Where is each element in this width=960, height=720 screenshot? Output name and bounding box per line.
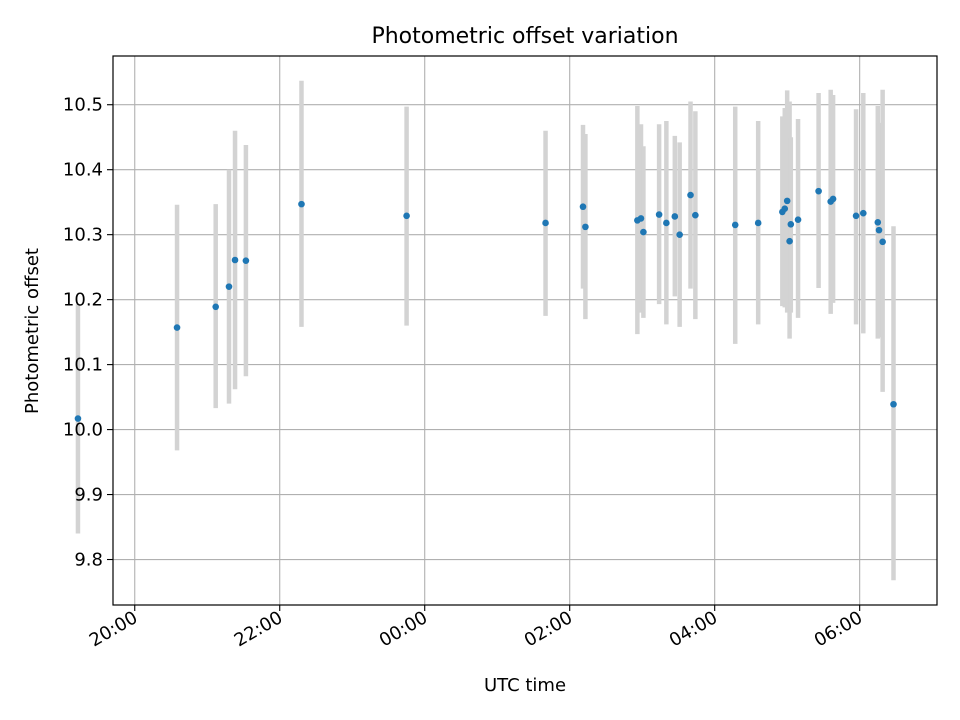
data-point bbox=[663, 219, 670, 227]
data-point bbox=[874, 219, 882, 226]
y-axis-ticks: 9.8 9.9 10.0 10.1 10.2 10.3 10.4 10.5 bbox=[63, 95, 113, 571]
data-point bbox=[754, 219, 762, 227]
data-point bbox=[74, 415, 82, 422]
data-point bbox=[582, 223, 589, 231]
y-tick-label: 10.0 bbox=[63, 420, 103, 441]
data-point bbox=[225, 283, 233, 290]
y-tick-label: 10.1 bbox=[63, 355, 103, 376]
data-point bbox=[787, 220, 795, 228]
y-tick-label: 9.8 bbox=[74, 550, 103, 571]
data-points bbox=[74, 187, 897, 422]
data-point bbox=[579, 203, 587, 211]
plot-frame bbox=[112, 55, 938, 606]
data-point bbox=[542, 219, 549, 227]
data-point bbox=[783, 197, 791, 205]
y-tick-label: 9.9 bbox=[74, 485, 103, 506]
chart-title: Photometric offset variation bbox=[371, 24, 678, 49]
data-point bbox=[242, 257, 250, 264]
data-point bbox=[231, 256, 239, 264]
data-point bbox=[655, 211, 663, 218]
data-point bbox=[829, 195, 837, 203]
data-point bbox=[794, 216, 802, 224]
data-point bbox=[676, 231, 683, 238]
data-point bbox=[859, 209, 867, 217]
data-point bbox=[212, 303, 219, 311]
data-point bbox=[640, 228, 647, 236]
data-point bbox=[852, 212, 860, 220]
data-point bbox=[671, 213, 679, 220]
grid bbox=[113, 56, 937, 605]
y-axis-label: Photometric offset bbox=[22, 248, 43, 414]
data-point bbox=[781, 205, 789, 212]
y-tick-label: 10.3 bbox=[63, 225, 103, 246]
y-tick-label: 10.4 bbox=[63, 160, 103, 181]
data-point bbox=[731, 221, 739, 229]
data-point bbox=[403, 212, 410, 220]
data-point bbox=[875, 226, 883, 234]
data-point bbox=[890, 400, 897, 408]
data-point bbox=[815, 187, 822, 195]
data-point bbox=[786, 237, 793, 245]
x-axis-label: UTC time bbox=[484, 675, 566, 696]
y-tick-label: 10.2 bbox=[63, 290, 103, 311]
data-point bbox=[298, 200, 305, 208]
data-point bbox=[637, 215, 645, 222]
data-point bbox=[173, 324, 181, 331]
data-point bbox=[879, 238, 886, 246]
data-point bbox=[687, 191, 694, 199]
y-tick-label: 10.5 bbox=[63, 95, 103, 116]
data-point bbox=[692, 211, 699, 219]
